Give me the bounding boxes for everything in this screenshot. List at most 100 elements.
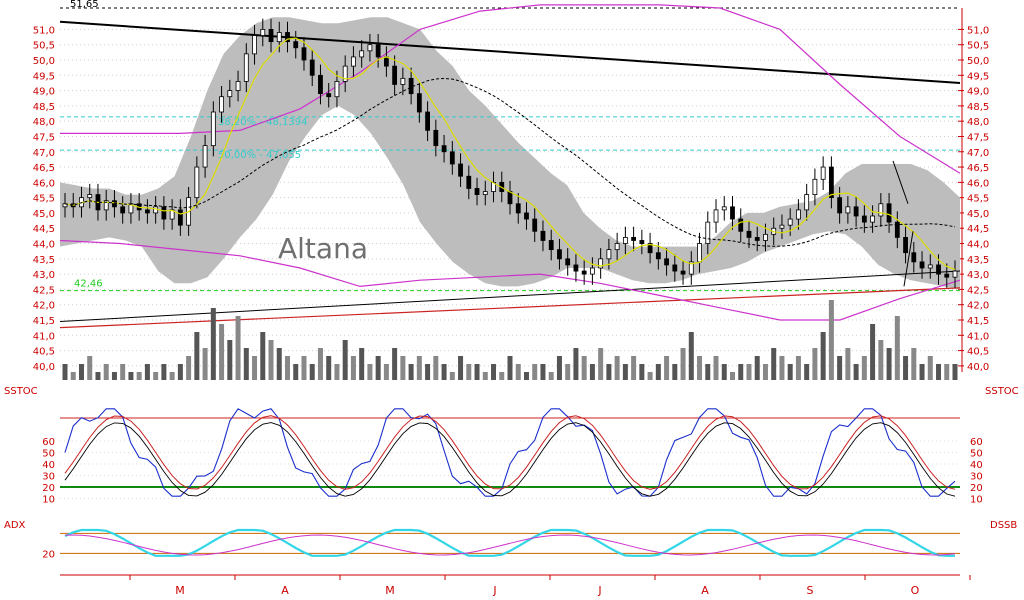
price-y-tick-left: 50,0 bbox=[33, 56, 55, 67]
sstoc-y-tick-left: 60 bbox=[42, 437, 55, 448]
volume-bar bbox=[375, 356, 381, 380]
volume-bar bbox=[293, 364, 299, 380]
price-y-tick-left: 42,5 bbox=[33, 285, 55, 296]
candle-body bbox=[425, 111, 430, 131]
sstoc-label-left: SSTOC bbox=[4, 386, 38, 397]
sstoc-y-tick-right: 20 bbox=[970, 483, 983, 494]
volume-bar bbox=[186, 356, 192, 380]
candle-body bbox=[705, 221, 711, 244]
price-y-tick-left: 47,0 bbox=[33, 148, 55, 159]
volume-bar bbox=[252, 356, 258, 380]
adx-label: ADX bbox=[4, 520, 26, 531]
candle-body bbox=[557, 249, 562, 260]
candle-body bbox=[383, 56, 389, 67]
price-y-tick-right: 41,0 bbox=[967, 331, 989, 342]
volume-bar bbox=[111, 372, 117, 380]
price-y-tick-right: 49,0 bbox=[967, 87, 989, 98]
sstoc-y-tick-left: 20 bbox=[42, 483, 55, 494]
volume-bar bbox=[301, 356, 307, 380]
month-label: M bbox=[175, 584, 185, 597]
top-marker-label: 51,65 bbox=[70, 0, 99, 10]
volume-bar bbox=[466, 364, 472, 380]
volume-bar bbox=[128, 372, 134, 380]
sstoc-y-tick-left: 30 bbox=[42, 472, 55, 483]
candle-body bbox=[276, 32, 282, 43]
price-y-tick-left: 51,0 bbox=[33, 25, 55, 36]
price-y-tick-left: 41,5 bbox=[33, 316, 55, 327]
candle-body bbox=[87, 194, 93, 199]
volume-bar bbox=[589, 364, 595, 380]
month-label: J bbox=[597, 584, 601, 597]
volume-bar bbox=[350, 356, 356, 380]
candle-body bbox=[581, 270, 587, 275]
candle-body bbox=[614, 243, 620, 251]
candle-body bbox=[392, 65, 398, 85]
volume-bar bbox=[482, 372, 488, 380]
bollinger-band bbox=[60, 17, 960, 290]
volume-bar bbox=[334, 364, 340, 380]
volume-bar bbox=[936, 364, 942, 380]
volume-bar bbox=[474, 364, 480, 380]
price-y-tick-left: 49,0 bbox=[33, 87, 55, 98]
volume-bar bbox=[326, 356, 332, 380]
price-y-tick-right: 45,5 bbox=[967, 194, 989, 205]
price-y-tick-right: 42,5 bbox=[967, 285, 989, 296]
envelope-lower-line bbox=[59, 239, 961, 321]
volume-bar bbox=[795, 356, 801, 380]
price-y-tick-left: 46,0 bbox=[33, 178, 55, 189]
volume-bar bbox=[62, 364, 68, 380]
price-y-tick-left: 44,0 bbox=[33, 240, 55, 251]
volume-bar bbox=[655, 364, 661, 380]
volume-bar bbox=[614, 356, 620, 380]
price-y-tick-right: 50,0 bbox=[967, 56, 989, 67]
volume-bar bbox=[598, 348, 604, 380]
volume-bar bbox=[870, 324, 876, 380]
price-y-tick-left: 48,0 bbox=[33, 117, 55, 128]
candle-body bbox=[416, 93, 422, 113]
price-y-tick-right: 51,0 bbox=[967, 25, 989, 36]
candle-body bbox=[301, 47, 307, 61]
dssb-line bbox=[64, 528, 955, 557]
candle-body bbox=[219, 96, 224, 113]
volume-bar bbox=[416, 356, 422, 380]
candle-body bbox=[153, 206, 159, 214]
candle-body bbox=[202, 145, 208, 168]
candle-body bbox=[573, 264, 579, 272]
month-label: A bbox=[701, 584, 709, 597]
candle-body bbox=[334, 81, 340, 98]
candle-body bbox=[697, 243, 702, 263]
price-y-tick-left: 40,0 bbox=[33, 362, 55, 373]
volume-bar bbox=[70, 372, 76, 380]
candle-body bbox=[103, 200, 109, 211]
volume-bar bbox=[383, 364, 389, 380]
volume-bar bbox=[556, 356, 562, 380]
volume-bar bbox=[730, 372, 735, 380]
volume-bar bbox=[952, 364, 958, 380]
candle-body bbox=[911, 252, 917, 263]
volume-bar bbox=[367, 364, 373, 380]
volume-bar bbox=[787, 364, 793, 380]
volume-bar bbox=[647, 372, 653, 380]
candle-body bbox=[763, 233, 768, 241]
volume-bar bbox=[441, 364, 447, 380]
candle-body bbox=[449, 151, 455, 165]
arrow-up-line bbox=[892, 160, 909, 204]
candle-body bbox=[351, 56, 356, 67]
candle-body bbox=[252, 35, 257, 55]
volume-bar bbox=[161, 364, 167, 380]
volume-bar bbox=[639, 364, 645, 380]
fib-level-label: 50,00% - 47,055 bbox=[218, 150, 301, 161]
volume-bar bbox=[878, 340, 884, 380]
candle-body bbox=[680, 270, 686, 275]
price-y-tick-left: 42,0 bbox=[33, 301, 55, 312]
volume-bar bbox=[672, 364, 678, 380]
candle-body bbox=[524, 212, 529, 220]
volume-bar bbox=[680, 348, 686, 380]
price-y-tick-left: 40,5 bbox=[33, 347, 55, 358]
volume-bar bbox=[219, 324, 225, 380]
price-y-tick-right: 46,5 bbox=[967, 163, 989, 174]
candle-body bbox=[738, 218, 744, 232]
volume-bar bbox=[697, 356, 703, 380]
candle-body bbox=[540, 230, 546, 241]
